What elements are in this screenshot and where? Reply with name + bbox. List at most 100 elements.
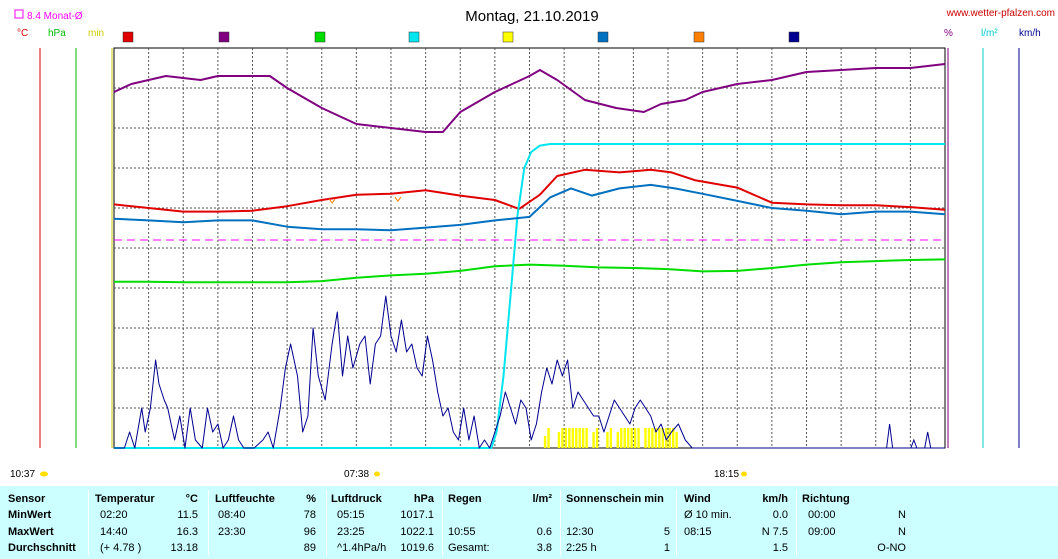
stats-cell: 0.6 bbox=[536, 526, 552, 538]
sunshine-bar bbox=[626, 428, 630, 448]
stats-cell: 09:00 bbox=[808, 526, 836, 538]
sunshine-bar bbox=[620, 428, 623, 448]
site-url: www.wetter-pfalzen.com bbox=[946, 8, 1055, 19]
stats-cell: 78 bbox=[303, 509, 316, 521]
stats-cell: MaxWert bbox=[8, 526, 54, 538]
stats-cell: 23:30 bbox=[218, 526, 246, 538]
sunshine-bar bbox=[658, 428, 661, 448]
sunshine-bar bbox=[623, 428, 626, 448]
legend-swatch bbox=[788, 31, 800, 43]
stats-cell: 1022.1 bbox=[400, 526, 434, 538]
stats-cell: °C bbox=[185, 493, 198, 505]
monthly-avg-label: 8.4 Monat-Ø bbox=[27, 11, 83, 22]
stats-cell: 11.5 bbox=[177, 509, 198, 521]
legend-swatch bbox=[408, 31, 420, 43]
stats-cell: N bbox=[898, 509, 906, 521]
unit-wind: km/h bbox=[1019, 28, 1041, 39]
legend-swatch bbox=[502, 31, 514, 43]
time-mid-label: 07:38 bbox=[344, 469, 369, 480]
sunshine-bar bbox=[575, 428, 578, 448]
sunshine-bar bbox=[571, 428, 574, 448]
unit-rain: l/m² bbox=[981, 28, 998, 39]
stats-cell: 00:00 bbox=[808, 509, 836, 521]
stats-cell: hPa bbox=[413, 493, 434, 505]
unit-pressure: hPa bbox=[48, 28, 66, 39]
stats-cell: N bbox=[898, 526, 906, 538]
stats-cell: 3.8 bbox=[536, 542, 552, 554]
stats-cell: 1017.1 bbox=[400, 509, 434, 521]
time-start-label: 10:37 bbox=[10, 469, 35, 480]
sunshine-bar bbox=[595, 428, 599, 448]
sunshine-bar bbox=[547, 428, 550, 448]
time-end-label: 18:15 bbox=[714, 469, 739, 480]
stats-cell: 1 bbox=[663, 542, 670, 554]
chart-grid bbox=[114, 48, 945, 448]
sunshine-bar bbox=[668, 428, 671, 448]
stats-cell: km/h bbox=[762, 493, 788, 505]
stats-cell: 08:15 bbox=[684, 526, 712, 538]
stats-cell: % bbox=[306, 493, 316, 505]
sunshine-bar bbox=[543, 436, 547, 448]
sunshine-bar bbox=[568, 428, 571, 448]
stats-cell: 0.0 bbox=[772, 509, 788, 521]
sunshine-bar bbox=[654, 428, 658, 448]
sunrise-icon bbox=[40, 471, 48, 477]
sunshine-bar bbox=[564, 428, 568, 448]
stats-cell: 1.5 bbox=[772, 542, 788, 554]
sunshine-bar bbox=[630, 428, 633, 448]
stats-cell: MinWert bbox=[8, 509, 52, 521]
stats-cell: 13.18 bbox=[170, 542, 198, 554]
sunshine-bar bbox=[675, 432, 678, 448]
series-line-windben bbox=[114, 295, 945, 449]
sun-mid-icon bbox=[374, 471, 380, 477]
unit-temp: °C bbox=[17, 28, 28, 39]
stats-separator bbox=[88, 490, 89, 556]
legend-swatch bbox=[314, 31, 326, 43]
chart-legend bbox=[122, 31, 800, 43]
stats-cell: 23:25 bbox=[337, 526, 365, 538]
stats-cell: 5 bbox=[663, 526, 670, 538]
series-line-temperatur bbox=[113, 168, 946, 213]
stats-separator bbox=[326, 490, 327, 556]
stats-cell: Richtung bbox=[802, 493, 850, 505]
stats-cell: 08:40 bbox=[218, 509, 246, 521]
sunshine-bar bbox=[637, 428, 640, 448]
windchill-marker bbox=[394, 196, 402, 202]
stats-separator bbox=[676, 490, 677, 556]
windchill-marker bbox=[328, 198, 336, 204]
sunshine-bar bbox=[557, 432, 561, 448]
unit-percent: % bbox=[944, 28, 953, 39]
stats-cell: Luftfeuchte bbox=[215, 493, 275, 505]
stats-table: Sensor MinWert MaxWert Durchschnitt Temperat… bbox=[0, 486, 1058, 559]
legend-swatch bbox=[597, 31, 609, 43]
stats-cell: Sensor bbox=[8, 493, 46, 505]
weather-chart: Montag, 21.10.2019 www.wetter-pfalzen.co… bbox=[10, 8, 1055, 480]
sunshine-bar bbox=[606, 432, 609, 448]
stats-cell: 2:25 h bbox=[566, 542, 597, 554]
sunshine-bar bbox=[651, 428, 654, 448]
stats-cell: Temperatur bbox=[95, 493, 155, 505]
stats-cell: Regen bbox=[448, 493, 482, 505]
stats-separator bbox=[796, 490, 797, 556]
stats-cell: Luftdruck bbox=[331, 493, 382, 505]
series-line-regen bbox=[114, 143, 945, 449]
stats-cell: ^1.4hPa/h bbox=[337, 542, 387, 554]
chart-series bbox=[113, 63, 946, 449]
sunshine-bar bbox=[671, 428, 675, 448]
sunshine-bar bbox=[647, 428, 651, 448]
chart-axes bbox=[39, 48, 1020, 448]
gust-blip bbox=[924, 431, 932, 449]
sunshine-bar bbox=[661, 428, 665, 448]
sunshine-bar bbox=[609, 428, 613, 448]
stats-cell: Ø 10 min. bbox=[684, 509, 732, 521]
stats-cell: 14:40 bbox=[100, 526, 128, 538]
stats-cell: 05:15 bbox=[337, 509, 365, 521]
sunshine-bar bbox=[592, 432, 595, 448]
stats-cell: 1019.6 bbox=[400, 542, 434, 554]
sunshine-bar bbox=[578, 428, 581, 448]
gust-blip bbox=[886, 423, 894, 449]
monthly-avg-icon bbox=[14, 9, 24, 19]
legend-swatch bbox=[693, 31, 705, 43]
stats-cell: Durchschnitt bbox=[8, 542, 76, 554]
stats-cell: 12:30 bbox=[566, 526, 594, 538]
